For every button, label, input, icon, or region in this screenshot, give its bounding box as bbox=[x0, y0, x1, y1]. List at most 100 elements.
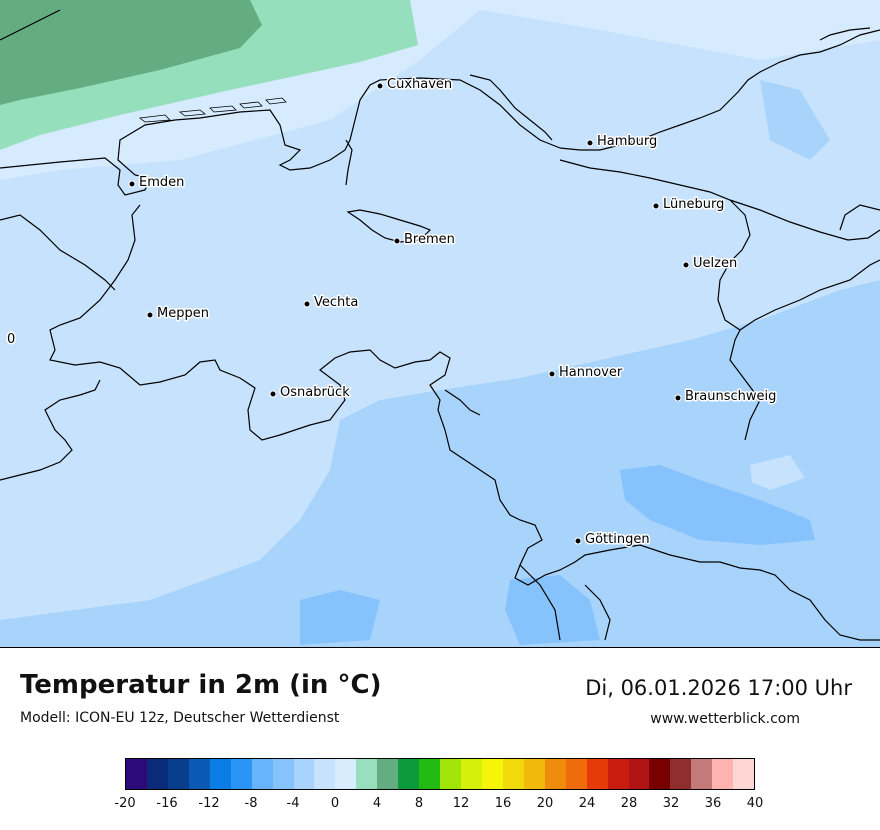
legend-swatch bbox=[146, 759, 168, 789]
legend-swatch bbox=[419, 759, 441, 789]
city-dot bbox=[303, 300, 311, 308]
legend-swatch bbox=[188, 759, 210, 789]
temperature-map: Cuxhaven Hamburg Emden Lüneburg Bremen Uelzen… bbox=[0, 0, 880, 648]
legend-tick-label: 0 bbox=[330, 796, 340, 811]
legend-swatch bbox=[167, 759, 189, 789]
forecast-datetime: Di, 06.01.2026 17:00 Uhr bbox=[585, 676, 852, 700]
city-dot bbox=[674, 394, 682, 402]
temperature-color-scale bbox=[125, 758, 755, 790]
city-marker: Bremen bbox=[393, 231, 456, 249]
temperature-field-zone-cold-east bbox=[760, 80, 830, 160]
legend-tick-label: 20 bbox=[536, 796, 554, 811]
legend-swatch bbox=[293, 759, 315, 789]
legend-swatch bbox=[712, 759, 734, 789]
legend-tick-label: 32 bbox=[662, 796, 680, 811]
city-label: Cuxhaven bbox=[387, 77, 452, 92]
city-label: Hamburg bbox=[597, 134, 657, 149]
legend-tick-label: 4 bbox=[372, 796, 382, 811]
city-marker: Meppen bbox=[146, 305, 210, 323]
city-label: Göttingen bbox=[585, 532, 650, 547]
legend-tick-label: -8 bbox=[244, 796, 258, 811]
legend-swatch bbox=[523, 759, 545, 789]
legend-tick-label: 24 bbox=[578, 796, 596, 811]
city-label: Bremen bbox=[404, 232, 455, 247]
legend-swatch bbox=[209, 759, 231, 789]
isotherm-label: 0 bbox=[7, 332, 15, 347]
legend-tick-label: -12 bbox=[198, 796, 220, 811]
legend-tick-label: 36 bbox=[704, 796, 722, 811]
city-dot bbox=[128, 180, 136, 188]
city-marker: Lüneburg bbox=[652, 196, 726, 214]
legend-swatch bbox=[649, 759, 671, 789]
city-marker: Emden bbox=[128, 174, 186, 192]
legend-swatch bbox=[251, 759, 273, 789]
city-label: Hannover bbox=[559, 365, 623, 380]
city-label: Braunschweig bbox=[685, 389, 776, 404]
legend-tick-label: 28 bbox=[620, 796, 638, 811]
legend-swatch bbox=[481, 759, 503, 789]
city-dot bbox=[393, 237, 401, 245]
city-marker: Osnabrück bbox=[269, 384, 352, 402]
legend-swatch bbox=[398, 759, 420, 789]
city-marker: Braunschweig bbox=[674, 388, 778, 406]
legend-swatch bbox=[335, 759, 357, 789]
legend-tick-label: 8 bbox=[414, 796, 424, 811]
legend-swatch bbox=[607, 759, 629, 789]
city-marker: Göttingen bbox=[574, 531, 651, 549]
city-marker: Uelzen bbox=[682, 255, 739, 273]
legend-swatch bbox=[126, 759, 147, 789]
city-marker: Hannover bbox=[548, 364, 624, 382]
legend-swatch bbox=[670, 759, 692, 789]
legend-swatch bbox=[461, 759, 482, 789]
city-dot bbox=[548, 370, 556, 378]
legend-swatch bbox=[272, 759, 294, 789]
legend-swatch bbox=[377, 759, 399, 789]
legend-swatch bbox=[314, 759, 336, 789]
temperature-field-zone-cold bbox=[0, 280, 880, 647]
city-dot bbox=[269, 390, 277, 398]
legend-tick-label: 12 bbox=[452, 796, 470, 811]
temperature-field-zone-colder bbox=[620, 465, 815, 545]
legend-swatch bbox=[544, 759, 566, 789]
legend-tick-label: -20 bbox=[114, 796, 136, 811]
legend-swatch bbox=[691, 759, 713, 789]
website-link[interactable]: www.wetterblick.com bbox=[650, 711, 800, 727]
legend-swatch bbox=[586, 759, 608, 789]
city-layer: Cuxhaven Hamburg Emden Lüneburg Bremen Uelzen… bbox=[128, 76, 778, 549]
city-label: Meppen bbox=[157, 306, 209, 321]
city-label: Osnabrück bbox=[280, 385, 350, 400]
city-marker: Vechta bbox=[303, 294, 360, 312]
borders bbox=[0, 9, 880, 641]
legend-tick-label: 16 bbox=[494, 796, 512, 811]
city-marker: Hamburg bbox=[586, 133, 659, 151]
temperature-field-zone-mild-east bbox=[750, 455, 805, 490]
legend-tick-label: -4 bbox=[286, 796, 300, 811]
city-dot bbox=[586, 139, 594, 147]
temperature-field-zone-colder-southwest bbox=[300, 590, 380, 645]
legend-swatch bbox=[356, 759, 378, 789]
city-label: Emden bbox=[139, 175, 184, 190]
city-dot bbox=[574, 537, 582, 545]
coastline-islands bbox=[139, 97, 287, 123]
legend-swatch bbox=[565, 759, 587, 789]
city-dot bbox=[652, 202, 660, 210]
temperature-field-zone-mild bbox=[680, 300, 730, 325]
legend-tick-label: -16 bbox=[156, 796, 178, 811]
temperature-scale-ticks: -20 -16 -12 -8 -4 0 4 8 12 16 20 24 28 32 36 40 bbox=[114, 796, 763, 814]
city-dot bbox=[146, 311, 154, 319]
model-source: Modell: ICON-EU 12z, Deutscher Wetterdie… bbox=[20, 710, 340, 726]
city-dot bbox=[682, 261, 690, 269]
city-marker: Cuxhaven bbox=[376, 76, 454, 94]
legend-swatch bbox=[230, 759, 252, 789]
city-label: Lüneburg bbox=[663, 197, 724, 212]
legend-swatch bbox=[440, 759, 461, 789]
legend-swatch bbox=[733, 759, 755, 789]
temperature-field-zone-6 bbox=[0, 0, 262, 105]
map-title: Temperatur in 2m (in °C) bbox=[20, 670, 382, 700]
legend-tick-label: 40 bbox=[746, 796, 764, 811]
legend-swatch bbox=[628, 759, 650, 789]
city-label: Vechta bbox=[314, 295, 358, 310]
temperature-field-zone-colder-south bbox=[505, 575, 600, 645]
legend-swatch bbox=[502, 759, 524, 789]
city-dot bbox=[376, 82, 384, 90]
